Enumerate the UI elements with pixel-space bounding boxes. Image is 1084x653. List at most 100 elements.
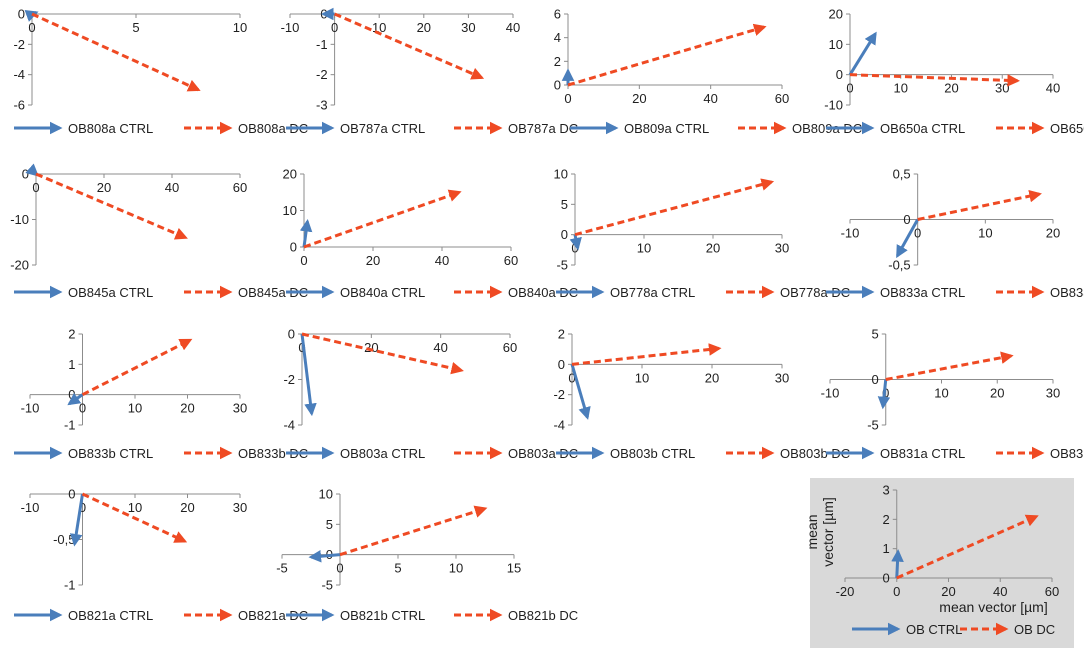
y-tick-label: 0: [883, 571, 890, 586]
x-tick-label: 20: [364, 340, 378, 355]
legend-label: OB840a DC: [508, 285, 578, 300]
y-tick-label: -4: [553, 418, 565, 433]
y-tick-label: -5: [321, 578, 333, 593]
dc-vector-arrow: [885, 351, 1014, 381]
y-tick-label: 2: [68, 327, 75, 342]
x-tick-label: 10: [978, 226, 992, 241]
x-tick-label: -20: [836, 584, 855, 599]
chart-legend: OB840a CTRL OB840a DC: [286, 285, 578, 300]
x-tick-label: 60: [775, 91, 789, 106]
x-tick-label: -10: [281, 20, 300, 35]
y-tick-label: -1: [64, 578, 76, 593]
legend-label: OB833b DC: [238, 446, 308, 461]
x-tick-label: 20: [1046, 226, 1060, 241]
chart-legend: OB650a CTRL OB650a DC: [826, 121, 1084, 136]
x-axis-title: mean vector [µm]: [939, 599, 1047, 615]
dc-vector-arrow: [81, 338, 193, 397]
x-tick-label: 15: [507, 561, 521, 576]
x-tick-label: -10: [21, 401, 40, 416]
dc-vector-arrow: [567, 23, 767, 87]
legend-label: OB787a DC: [508, 121, 578, 136]
legend-label: OB778a CTRL: [610, 285, 695, 300]
y-tick-label: 2: [558, 327, 565, 342]
x-tick-label: 20: [706, 241, 720, 256]
x-tick-label: 10: [233, 20, 247, 35]
x-tick-label: 0: [79, 500, 86, 515]
x-tick-label: 0: [893, 584, 900, 599]
summary-panel-background: [810, 478, 1074, 648]
x-tick-label: 0: [568, 370, 575, 385]
y-tick-label: 0: [836, 67, 843, 82]
y-tick-label: 2: [883, 512, 890, 527]
legend-label: OB833a DC: [1050, 285, 1084, 300]
dc-vector-arrow: [334, 12, 485, 80]
ctrl-vector-arrow: [896, 218, 919, 259]
x-tick-label: 20: [990, 386, 1004, 401]
y-tick-label: -1: [316, 37, 328, 52]
y-tick-label: -0,5: [53, 532, 75, 547]
x-tick-label: 20: [944, 81, 958, 96]
y-tick-label: -0,5: [888, 258, 910, 273]
y-tick-label: 10: [554, 167, 568, 182]
y-tick-label: 0,5: [893, 167, 911, 182]
x-tick-label: 0: [336, 561, 343, 576]
y-tick-label: -10: [824, 98, 843, 113]
x-tick-label: 0: [300, 253, 307, 268]
x-tick-label: 5: [132, 20, 139, 35]
ctrl-vector-arrow: [300, 333, 317, 417]
y-tick-label: -20: [10, 258, 29, 273]
legend-label: OB831a CTRL: [880, 446, 965, 461]
legend-label: OB DC: [1014, 622, 1055, 637]
y-tick-label: 0: [561, 227, 568, 242]
x-tick-label: 40: [506, 20, 520, 35]
x-tick-label: 10: [635, 370, 649, 385]
x-tick-label: -10: [21, 500, 40, 515]
x-tick-label: 40: [993, 584, 1007, 599]
x-tick-label: 20: [705, 370, 719, 385]
chart-legend: OB833b CTRL OB833b DC: [14, 446, 308, 461]
legend-label: OB803b CTRL: [610, 446, 695, 461]
y-tick-label: 5: [872, 327, 879, 342]
x-tick-label: 0: [846, 81, 853, 96]
x-tick-label: 0: [298, 340, 305, 355]
chart-legend: OB821b CTRL OB821b DC: [286, 608, 578, 623]
x-tick-label: 20: [97, 180, 111, 195]
x-tick-label: 60: [504, 253, 518, 268]
y-tick-label: 0: [872, 372, 879, 387]
legend-label: OB803b DC: [780, 446, 850, 461]
ctrl-vector-arrow: [891, 549, 904, 579]
y-tick-label: -5: [867, 418, 879, 433]
dc-vector-arrow: [303, 189, 462, 249]
dc-vector-arrow: [896, 514, 1039, 580]
legend-label: OB833b CTRL: [68, 446, 153, 461]
y-tick-label: 0: [22, 167, 29, 182]
y-tick-label: 0: [558, 357, 565, 372]
legend-label: OB821b CTRL: [340, 608, 425, 623]
x-tick-label: 0: [914, 226, 921, 241]
dc-vector-arrow: [81, 492, 188, 543]
y-tick-label: -2: [316, 67, 328, 82]
x-tick-label: 40: [433, 340, 447, 355]
x-tick-label: 0: [564, 91, 571, 106]
y-tick-label: 6: [554, 7, 561, 22]
ctrl-vector-arrow: [848, 31, 877, 76]
legend-label: OB808a DC: [238, 121, 308, 136]
x-tick-label: 10: [934, 386, 948, 401]
ctrl-vector-arrow: [308, 549, 341, 563]
x-tick-label: 30: [233, 500, 247, 515]
ctrl-vector-arrow: [69, 493, 84, 547]
x-tick-label: 0: [79, 401, 86, 416]
chart-legend: OB787a CTRL OB787a DC: [286, 121, 578, 136]
y-tick-label: 1: [883, 541, 890, 556]
chart-legend: OB CTRL OB DC: [852, 622, 1055, 637]
x-tick-label: 30: [775, 241, 789, 256]
y-tick-label: -1: [64, 418, 76, 433]
x-tick-label: -10: [841, 226, 860, 241]
legend-label: OB833a CTRL: [880, 285, 965, 300]
